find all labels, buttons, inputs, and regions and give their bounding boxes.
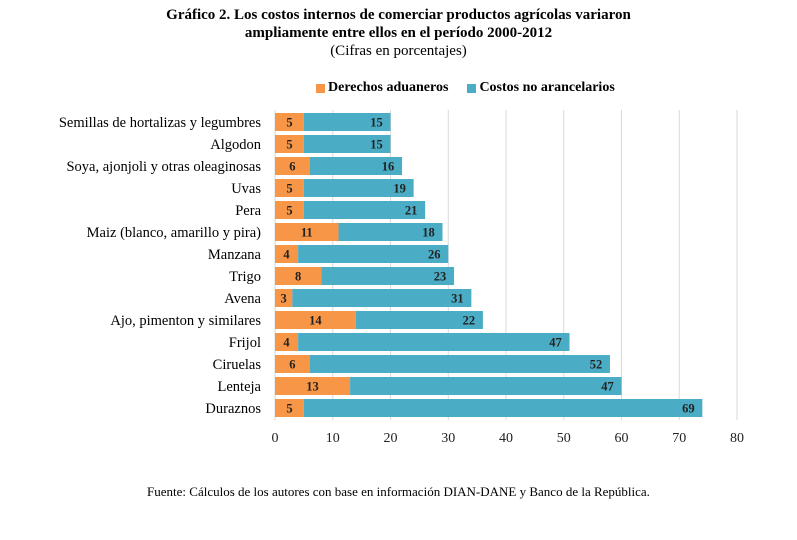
chart-title-line-2: ampliamente entre ellos en el período 20… [244, 25, 553, 41]
category-labels: Semillas de hortalizas y legumbres Algodo… [59, 115, 262, 417]
bar-derechos-aduaneros [275, 245, 299, 263]
bar-costos-no-arancelarios [309, 355, 610, 373]
bar-costos-no-arancelarios [355, 311, 483, 329]
data-label: 5 [286, 182, 292, 196]
data-label: 5 [286, 402, 292, 416]
bar-derechos-aduaneros [275, 355, 310, 373]
x-tick-label: 40 [499, 431, 513, 446]
data-label: 47 [549, 336, 562, 350]
bar-derechos-aduaneros [275, 399, 304, 417]
bar-derechos-aduaneros [275, 377, 351, 395]
data-label: 15 [370, 138, 383, 152]
chart-title: Gráfico 2. Los costos internos de comerc… [0, 6, 797, 60]
legend-item-costos: Costos no arancelarios [467, 80, 615, 96]
data-label: 6 [289, 358, 295, 372]
category-label: Duraznos [205, 401, 261, 417]
bar-costos-no-arancelarios [321, 267, 455, 285]
source-note: Fuente: Cálculos de los autores con base… [147, 484, 650, 499]
category-label: Soya, ajonjoli y otras oleaginosas [66, 159, 261, 175]
category-label: Pera [235, 203, 261, 219]
data-label: 4 [283, 248, 290, 262]
data-label: 6 [289, 160, 295, 174]
bar-derechos-aduaneros [275, 157, 310, 175]
bar-costos-no-arancelarios [303, 201, 426, 219]
bar-derechos-aduaneros [275, 201, 304, 219]
x-tick-label: 30 [441, 431, 455, 446]
category-label: Algodon [210, 137, 262, 153]
x-tick-label: 20 [384, 431, 398, 446]
data-label: 16 [382, 160, 395, 174]
x-tick-label: 60 [615, 431, 629, 446]
legend-swatch-costos [467, 83, 477, 93]
category-label: Trigo [229, 269, 261, 285]
x-tick-label: 10 [326, 431, 340, 446]
data-label: 69 [682, 402, 695, 416]
legend-item-derechos: Derechos aduaneros [316, 80, 448, 96]
data-label: 15 [370, 116, 383, 130]
data-label: 47 [601, 380, 614, 394]
data-label: 52 [590, 358, 603, 372]
bar-derechos-aduaneros [275, 223, 339, 241]
category-label: Manzana [208, 247, 262, 263]
bar-costos-no-arancelarios [303, 179, 414, 197]
x-axis-tick-labels: 0 10 20 30 40 50 60 70 80 [272, 431, 745, 446]
data-label: 5 [286, 138, 292, 152]
bars: 5 15 5 15 6 16 5 19 5 21 11 18 4 26 8 23 3 31 14 22 4 47 6 52 13… [275, 113, 703, 417]
data-label: 14 [309, 314, 322, 328]
category-label: Ajo, pimenton y similares [110, 313, 261, 329]
category-label: Frijol [229, 335, 261, 351]
data-label: 18 [422, 226, 435, 240]
bar-costos-no-arancelarios [298, 245, 449, 263]
gridlines [274, 110, 738, 420]
category-label: Ciruelas [213, 357, 262, 373]
bar-derechos-aduaneros [275, 289, 293, 307]
data-label: 5 [286, 116, 292, 130]
bar-costos-no-arancelarios [292, 289, 472, 307]
legend-label-costos: Costos no arancelarios [479, 80, 615, 95]
category-label: Uvas [231, 181, 261, 197]
legend-swatch-derechos [316, 83, 325, 93]
bar-derechos-aduaneros [275, 267, 322, 285]
data-label: 19 [393, 182, 406, 196]
bar-costos-no-arancelarios [350, 377, 622, 395]
bar-costos-no-arancelarios [303, 113, 391, 131]
x-tick-label: 0 [272, 431, 279, 446]
data-label: 13 [306, 380, 319, 394]
category-label: Avena [224, 291, 261, 307]
bar-derechos-aduaneros [275, 135, 304, 153]
chart-title-line-1: Gráfico 2. Los costos internos de comerc… [166, 7, 631, 23]
data-label: 21 [405, 204, 418, 218]
data-label: 11 [301, 226, 313, 240]
category-label: Maiz (blanco, amarillo y pira) [87, 225, 262, 241]
bar-derechos-aduaneros [275, 179, 304, 197]
x-tick-label: 80 [730, 431, 744, 446]
bar-costos-no-arancelarios [303, 399, 703, 417]
bar-costos-no-arancelarios [309, 157, 403, 175]
bar-derechos-aduaneros [275, 113, 304, 131]
data-label: 8 [295, 270, 301, 284]
legend-label-derechos: Derechos aduaneros [328, 80, 449, 95]
legend: Derechos aduaneros Costos no arancelario… [316, 80, 634, 96]
bar-derechos-aduaneros [275, 333, 299, 351]
bar-derechos-aduaneros [275, 311, 356, 329]
data-label: 26 [428, 248, 441, 262]
data-label: 5 [286, 204, 292, 218]
x-tick-label: 50 [557, 431, 571, 446]
x-tick-label: 70 [672, 431, 686, 446]
category-label: Lenteja [218, 379, 262, 395]
data-label: 23 [434, 270, 447, 284]
bar-costos-no-arancelarios [298, 333, 570, 351]
category-label: Semillas de hortalizas y legumbres [59, 115, 262, 131]
chart-subtitle: (Cifras en porcentajes) [330, 43, 467, 59]
bar-costos-no-arancelarios [303, 135, 391, 153]
bar-costos-no-arancelarios [338, 223, 443, 241]
data-label: 22 [463, 314, 476, 328]
data-label: 3 [281, 292, 287, 306]
data-label: 4 [283, 336, 290, 350]
data-label: 31 [451, 292, 464, 306]
